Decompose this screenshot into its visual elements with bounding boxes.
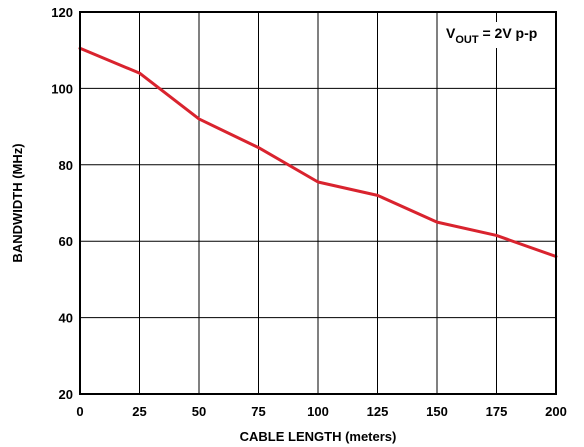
y-tick-label: 80 xyxy=(59,158,73,173)
x-tick-label: 125 xyxy=(367,404,389,419)
x-axis-label: CABLE LENGTH (meters) xyxy=(240,429,397,444)
y-axis-label: BANDWIDTH (MHz) xyxy=(10,143,25,262)
x-tick-label: 150 xyxy=(426,404,448,419)
y-tick-label: 40 xyxy=(59,311,73,326)
annotation-text: VOUT = 2V p-p xyxy=(446,25,537,46)
annotation-rest: = 2V p-p xyxy=(479,25,538,41)
x-tick-label: 200 xyxy=(545,404,567,419)
annotation-box: VOUT = 2V p-p xyxy=(440,22,552,48)
plot-frame xyxy=(79,11,557,395)
y-tick-labels: 20 40 60 80 100 120 xyxy=(51,5,73,402)
series-line xyxy=(78,46,558,258)
x-tick-label: 0 xyxy=(76,404,83,419)
y-tick-label: 20 xyxy=(59,387,73,402)
x-tick-labels: 0 25 50 75 100 125 150 175 200 xyxy=(76,404,566,419)
annotation-main: V xyxy=(446,25,456,41)
series-line-group xyxy=(78,46,558,258)
y-tick-label: 100 xyxy=(51,81,73,96)
x-tick-label: 50 xyxy=(192,404,206,419)
x-tick-label: 25 xyxy=(132,404,146,419)
x-tick-label: 100 xyxy=(307,404,329,419)
y-tick-label: 60 xyxy=(59,234,73,249)
annotation-background xyxy=(440,22,552,48)
annotation-subscript: OUT xyxy=(455,34,479,46)
x-tick-label: 175 xyxy=(486,404,508,419)
x-tick-label: 75 xyxy=(251,404,265,419)
grid xyxy=(79,11,557,395)
y-tick-label: 120 xyxy=(51,5,73,20)
